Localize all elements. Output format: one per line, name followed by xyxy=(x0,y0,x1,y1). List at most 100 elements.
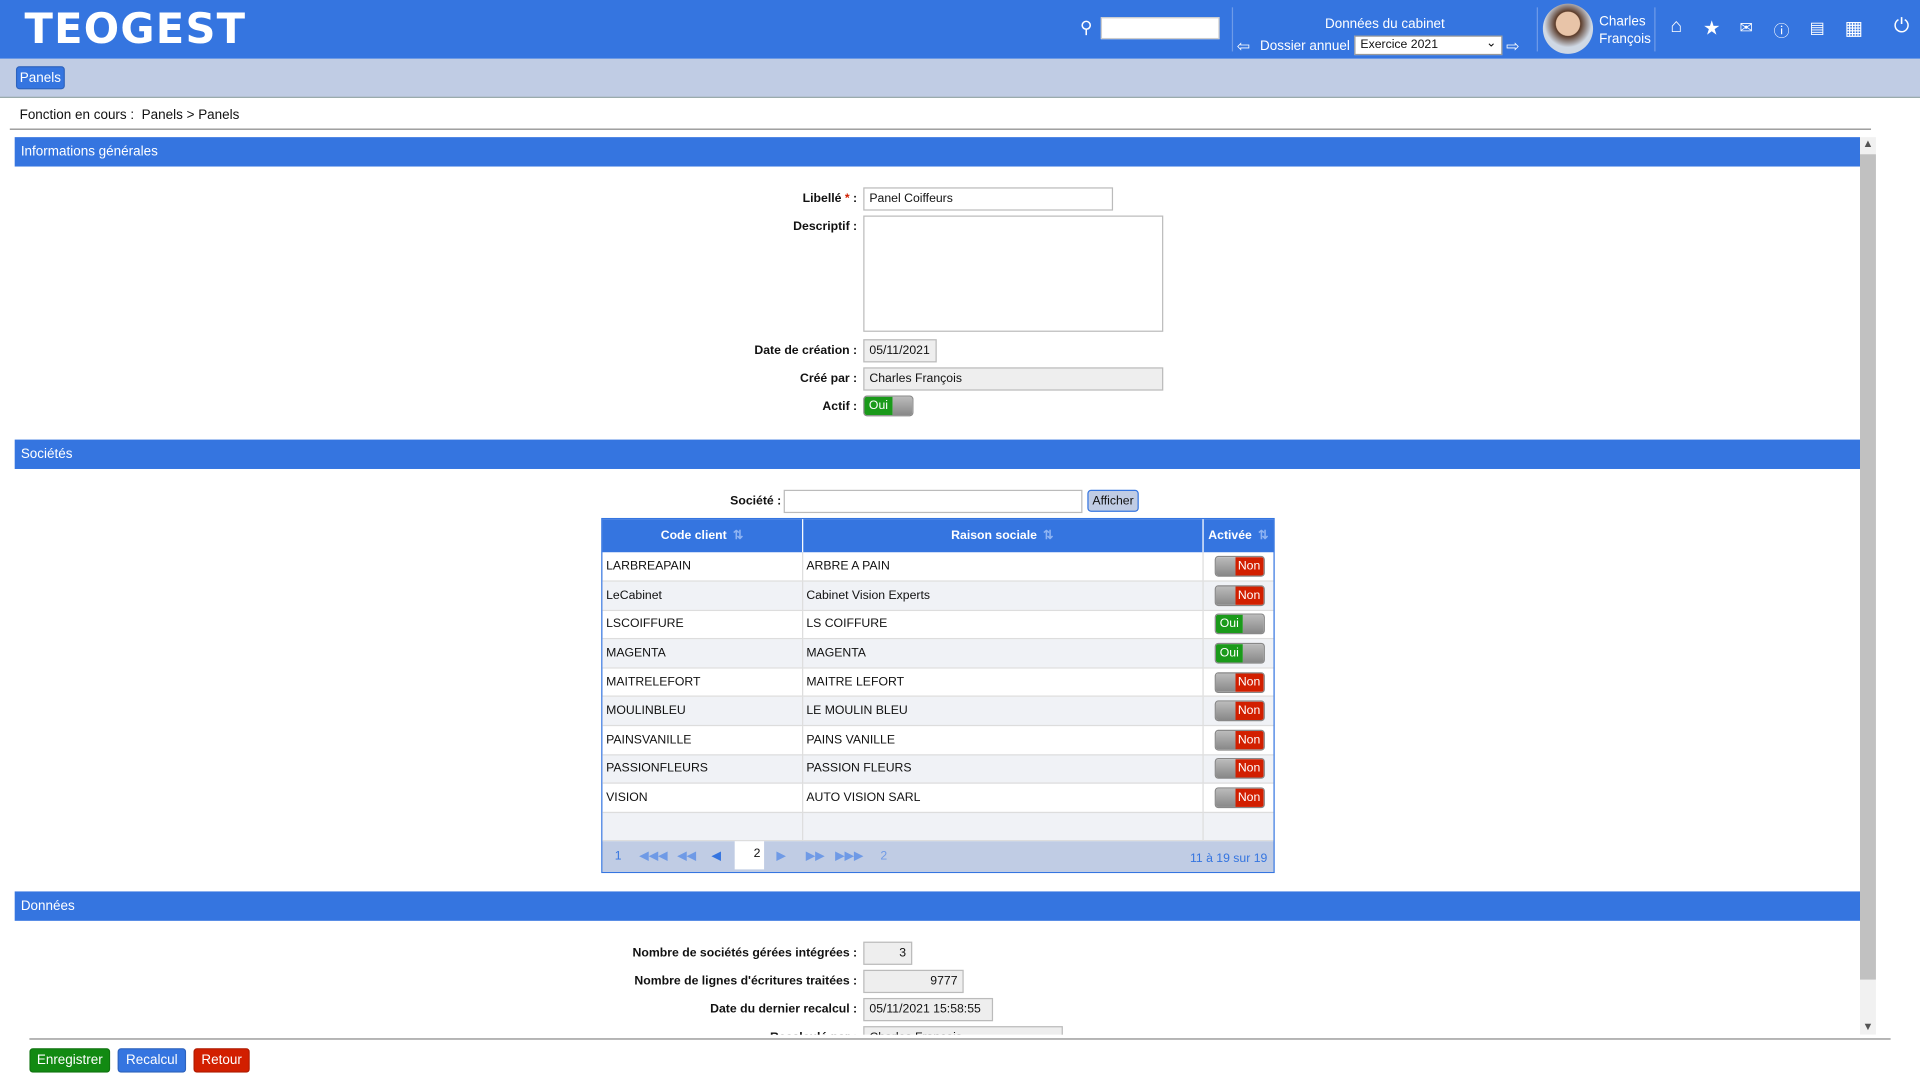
first-page-icon[interactable]: ◀◀◀ xyxy=(639,849,668,864)
table-row[interactable]: MOULINBLEU LE MOULIN BLEU Non xyxy=(602,696,1274,727)
activee-toggle[interactable]: Non xyxy=(1214,671,1265,693)
societes-table: Code client ⇅ Raison sociale ⇅ Activée ⇅ LA… xyxy=(601,517,1275,874)
table-row[interactable] xyxy=(602,812,1274,842)
logo[interactable]: TEOGEST xyxy=(24,4,247,54)
apps-grid-icon[interactable]: ▦ xyxy=(1844,18,1864,40)
save-button[interactable]: Enregistrer xyxy=(29,1048,111,1073)
toggle-label: Non xyxy=(1235,701,1264,721)
activee-toggle[interactable]: Oui xyxy=(1214,642,1265,664)
toggle-label: Non xyxy=(1235,557,1264,576)
activee-toggle[interactable]: Non xyxy=(1214,758,1265,780)
divider xyxy=(1654,7,1656,52)
scroll-up-icon[interactable]: ▲ xyxy=(1862,137,1874,150)
descriptif-label: Descriptif : xyxy=(793,220,858,234)
toggle-knob xyxy=(1215,701,1236,721)
table-row[interactable]: LeCabinet Cabinet Vision Experts Non xyxy=(602,581,1274,611)
next-year-icon[interactable]: ⇨ xyxy=(1506,36,1520,56)
dossier-label: Dossier annuel : xyxy=(1260,39,1358,54)
toggle-knob xyxy=(1215,788,1236,807)
toggle-label: Oui xyxy=(1215,644,1244,663)
sort-icon[interactable]: ⇅ xyxy=(1043,528,1054,543)
user-last-name: François xyxy=(1599,31,1651,47)
star-icon[interactable]: ★ xyxy=(1703,18,1721,40)
societe-filter-label: Société : xyxy=(730,494,782,509)
cell-code: LeCabinet xyxy=(602,581,803,611)
last-page-icon[interactable]: ▶▶▶ xyxy=(835,849,864,864)
societe-filter-input[interactable] xyxy=(783,489,1083,514)
table-row[interactable]: LARBREAPAIN ARBRE A PAIN Non xyxy=(602,552,1274,582)
dossier-value: Exercice 2021 xyxy=(1360,37,1439,52)
column-header-raison[interactable]: Raison sociale ⇅ xyxy=(802,519,1204,553)
cell-activee: Oui xyxy=(1202,638,1274,669)
page-input[interactable]: 2 xyxy=(734,841,765,870)
actif-toggle[interactable]: Oui xyxy=(863,395,914,417)
search-icon[interactable]: ⚲ xyxy=(1080,17,1093,37)
prev-group-icon[interactable]: ◀◀ xyxy=(677,849,696,864)
previous-year-icon[interactable]: ⇦ xyxy=(1236,36,1251,56)
actif-label: Actif : xyxy=(822,400,858,414)
libelle-input[interactable]: Panel Coiffeurs xyxy=(863,187,1114,211)
activee-toggle[interactable]: Non xyxy=(1214,729,1265,751)
toggle-knob xyxy=(1215,759,1236,779)
next-page-icon[interactable]: ▶ xyxy=(776,849,786,864)
donnees-label: Nombre de sociétés gérées intégrées : xyxy=(632,946,858,961)
search-input[interactable] xyxy=(1100,17,1220,40)
activee-toggle[interactable]: Non xyxy=(1214,585,1265,606)
libelle-label: Libellé * : xyxy=(802,192,858,206)
toggle-label: Non xyxy=(1235,759,1264,779)
notepad-icon[interactable]: ▤ xyxy=(1809,18,1825,37)
cell-raison: AUTO VISION SARL xyxy=(802,783,1204,813)
divider xyxy=(9,128,1872,130)
column-header-code[interactable]: Code client ⇅ xyxy=(602,519,803,553)
afficher-button[interactable]: Afficher xyxy=(1087,489,1139,512)
user-name[interactable]: Charles François xyxy=(1599,13,1651,47)
table-row[interactable]: VISION AUTO VISION SARL Non xyxy=(602,783,1274,813)
cell-raison: LE MOULIN BLEU xyxy=(802,696,1204,727)
prev-page-icon[interactable]: ◀ xyxy=(711,849,721,864)
page-last-number[interactable]: 2 xyxy=(880,849,888,864)
table-row[interactable]: LSCOIFFURE LS COIFFURE Oui xyxy=(602,610,1274,640)
cabinet-title[interactable]: Données du cabinet xyxy=(1324,17,1445,32)
breadcrumb-path[interactable]: Panels > Panels xyxy=(141,107,240,123)
table-row[interactable]: PAINSVANILLE PAINS VANILLE Non xyxy=(602,725,1274,756)
table-row[interactable]: MAGENTA MAGENTA Oui xyxy=(602,638,1274,669)
help-icon[interactable]: ⓘ xyxy=(1773,22,1790,41)
column-header-activee[interactable]: Activée ⇅ xyxy=(1202,519,1274,553)
cell-code: LARBREAPAIN xyxy=(602,552,803,582)
sort-icon[interactable]: ⇅ xyxy=(732,528,744,543)
panels-button[interactable]: Panels xyxy=(15,66,65,90)
cell-activee: Non xyxy=(1202,667,1274,698)
activee-toggle[interactable]: Non xyxy=(1214,700,1265,722)
divider xyxy=(29,1038,1891,1040)
cell-raison: PASSION FLEURS xyxy=(802,754,1204,784)
activee-toggle[interactable]: Oui xyxy=(1214,614,1265,635)
toggle-label: Oui xyxy=(864,396,893,416)
empty-cell xyxy=(602,812,803,842)
toggle-knob xyxy=(892,396,913,416)
activee-toggle[interactable]: Non xyxy=(1214,787,1265,809)
scrollbar-thumb[interactable] xyxy=(1860,154,1876,980)
toggle-label: Non xyxy=(1235,586,1264,605)
table-row[interactable]: PASSIONFLEURS PASSION FLEURS Non xyxy=(602,754,1274,784)
table-row[interactable]: MAITRELEFORT MAITRE LEFORT Non xyxy=(602,667,1274,698)
recalc-button[interactable]: Recalcul xyxy=(117,1048,187,1073)
user-first-name: Charles xyxy=(1599,14,1646,30)
activee-toggle[interactable]: Non xyxy=(1214,555,1265,577)
avatar[interactable] xyxy=(1542,3,1594,54)
mail-icon[interactable]: ✉ xyxy=(1739,18,1753,37)
sort-icon[interactable]: ⇅ xyxy=(1257,528,1269,543)
power-icon[interactable]: ⏻ xyxy=(1893,15,1910,37)
donnees-value: 3 xyxy=(863,941,913,965)
next-group-icon[interactable]: ▶▶ xyxy=(805,849,825,864)
dossier-select[interactable]: Exercice 2021 ⌄ xyxy=(1354,35,1503,56)
back-button[interactable]: Retour xyxy=(193,1048,250,1073)
cell-activee: Non xyxy=(1202,783,1274,813)
cell-code: MAITRELEFORT xyxy=(602,667,803,698)
section-general-header: Informations générales xyxy=(14,137,1861,167)
section-societes-header: Sociétés xyxy=(14,439,1861,469)
scroll-down-icon[interactable]: ▼ xyxy=(1862,1020,1874,1033)
descriptif-textarea[interactable] xyxy=(863,215,1164,332)
home-icon[interactable]: ⌂ xyxy=(1670,15,1683,37)
page-first-number[interactable]: 1 xyxy=(614,849,622,864)
sub-toolbar: Panels xyxy=(0,58,1920,98)
